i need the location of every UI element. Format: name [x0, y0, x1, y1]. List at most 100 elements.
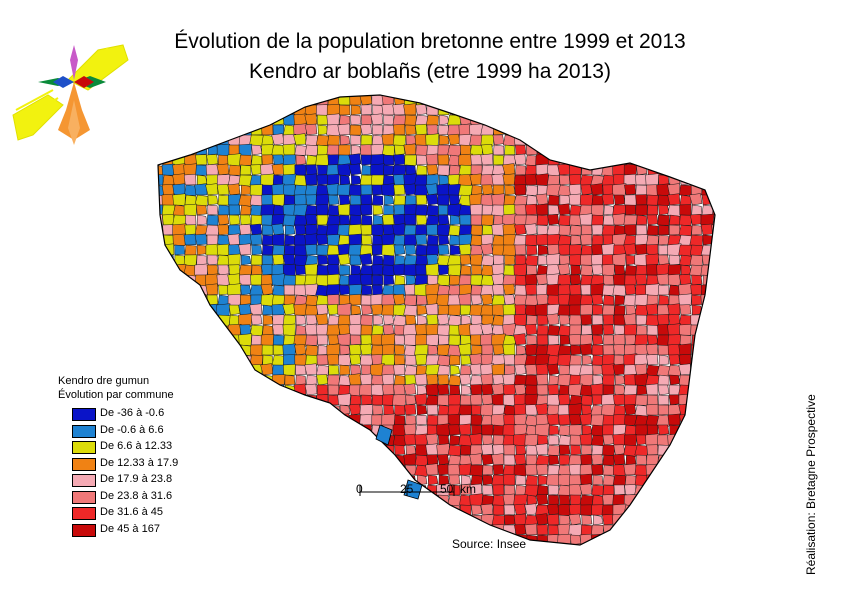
commune-cell [690, 474, 703, 486]
commune-cell [271, 273, 285, 286]
commune-cell [580, 95, 593, 106]
commune-cell [272, 244, 285, 256]
commune-cell [158, 174, 164, 186]
commune-cell [392, 314, 407, 327]
commune-cell [481, 95, 494, 96]
commune-cell [580, 244, 593, 256]
commune-cell [612, 273, 626, 286]
commune-cell [712, 134, 715, 146]
commune-cell [515, 344, 527, 356]
commune-cell [360, 554, 372, 565]
commune-cell [713, 514, 715, 526]
commune-cell [701, 95, 714, 106]
commune-cell [668, 134, 681, 146]
commune-cell [458, 343, 472, 356]
commune-cell [524, 434, 539, 447]
commune-cell [680, 444, 692, 456]
commune-cell [536, 534, 549, 545]
commune-cell [217, 434, 230, 446]
commune-cell [174, 244, 186, 256]
commune-cell [183, 203, 198, 217]
commune-cell [471, 404, 483, 416]
commune-cell [459, 214, 472, 226]
commune-cell [524, 95, 538, 106]
commune-cell [382, 344, 395, 356]
commune-cell [316, 514, 329, 526]
commune-cell [558, 224, 571, 236]
commune-cell [645, 95, 660, 97]
commune-cell [502, 223, 516, 236]
commune-cell [350, 194, 362, 206]
commune-cell [262, 314, 274, 326]
commune-cell [647, 334, 659, 346]
commune-cell [195, 95, 208, 96]
commune-cell [711, 423, 715, 436]
commune-cell [206, 234, 219, 246]
commune-cell [382, 224, 395, 236]
commune-cell [691, 224, 703, 236]
commune-cell [348, 453, 362, 466]
commune-cell [579, 483, 593, 496]
commune-cell [173, 544, 186, 545]
commune-cell [196, 404, 208, 416]
commune-cell [634, 113, 648, 126]
commune-cell [602, 494, 615, 506]
legend-label: De 23.8 à 31.6 [100, 489, 173, 502]
commune-cell [525, 234, 538, 246]
commune-cell [568, 543, 582, 545]
commune-cell [304, 484, 319, 497]
commune-cell [250, 444, 263, 456]
commune-cell [327, 204, 340, 216]
commune-cell [417, 314, 428, 326]
commune-cell [535, 203, 549, 216]
commune-cell [625, 304, 637, 316]
commune-cell [425, 433, 439, 446]
commune-cell [161, 423, 175, 436]
commune-cell [261, 95, 274, 96]
commune-cell [272, 254, 285, 266]
commune-cell [569, 484, 582, 496]
commune-cell [690, 524, 703, 536]
commune-cell [293, 454, 308, 467]
commune-cell [458, 233, 472, 246]
commune-cell [725, 345, 730, 355]
commune-cell [393, 154, 406, 166]
commune-cell [634, 143, 648, 156]
commune-cell [251, 334, 263, 346]
commune-cell [284, 234, 296, 246]
commune-cell [646, 474, 659, 486]
commune-cell [394, 555, 405, 565]
commune-cell [250, 254, 263, 266]
commune-cell [514, 384, 527, 396]
commune-cell [206, 404, 219, 416]
commune-cell [679, 254, 692, 266]
commune-cell [459, 504, 472, 516]
commune-cell [602, 334, 615, 346]
commune-cell [724, 385, 730, 395]
commune-cell [557, 503, 571, 516]
commune-cell [260, 423, 275, 437]
commune-cell [623, 544, 638, 545]
commune-cell [679, 174, 692, 186]
commune-cell [535, 373, 549, 386]
commune-cell [282, 263, 296, 276]
commune-cell [536, 524, 549, 536]
commune-cell [636, 544, 648, 545]
commune-cell [624, 95, 637, 106]
commune-cell [711, 153, 715, 166]
commune-cell [351, 174, 362, 186]
commune-cell [250, 484, 263, 496]
commune-cell [669, 254, 681, 266]
commune-cell [172, 353, 186, 366]
commune-cell [438, 134, 450, 146]
commune-cell [657, 404, 670, 416]
commune-cell [194, 123, 209, 137]
commune-cell [272, 364, 285, 376]
commune-cell [437, 284, 450, 296]
commune-cell [338, 424, 351, 436]
commune-cell [623, 373, 637, 386]
commune-cell [271, 183, 285, 196]
commune-cell [404, 154, 417, 166]
commune-cell [350, 114, 362, 126]
commune-cell [725, 505, 730, 515]
